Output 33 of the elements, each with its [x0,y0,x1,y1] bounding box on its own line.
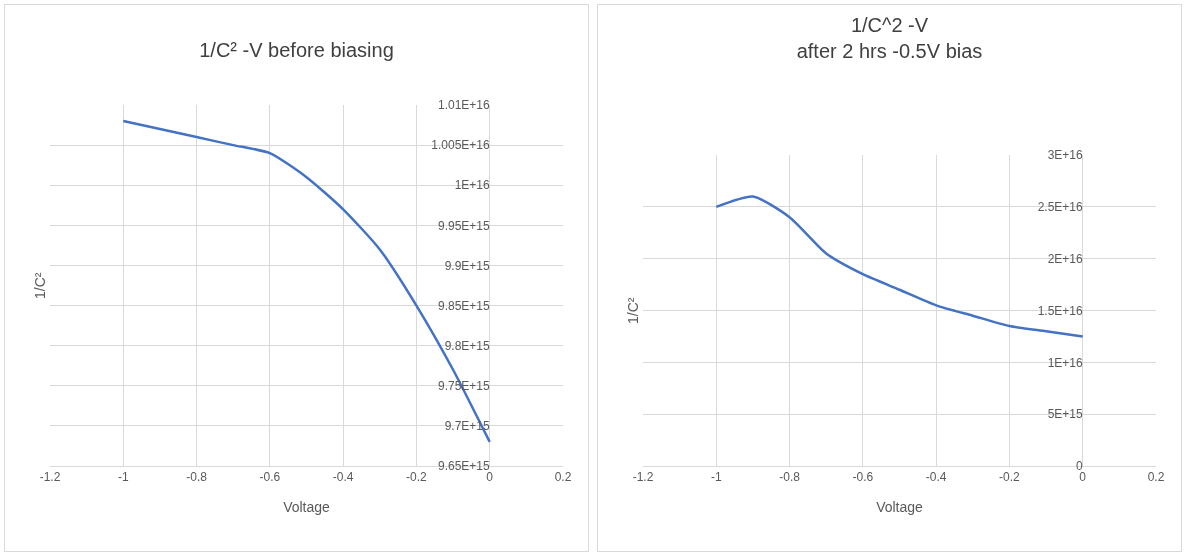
y-tick-label: 9.8E+15 [444,338,491,353]
y-tick-label: 2E+16 [1047,251,1084,266]
chart-title: 1/C² -V before biasing [199,39,394,62]
y-tick-label: 1.01E+16 [438,98,491,113]
x-tick-label: -1 [710,470,722,485]
y-tick-label: 2.5E+16 [1037,200,1084,215]
y-tick-label: 1E+16 [1047,355,1084,370]
y-axis-title: 1/C² [624,297,641,324]
y-tick-label: 9.95E+15 [438,218,491,233]
x-tick-label: 0.2 [1147,470,1165,485]
y-tick-label: 1E+16 [454,178,491,193]
x-tick-label: -1 [117,470,129,485]
x-axis-title: Voltage [876,498,924,515]
chart-title: 1/C^2 -V after 2 hrs -0.5V bias [796,14,983,63]
y-tick-label: 5E+15 [1047,407,1084,422]
x-tick-label: -0.8 [779,470,801,485]
y-tick-label: 1.5E+16 [1037,303,1084,318]
x-tick-label: -1.2 [632,470,654,485]
x-tick-label: -1.2 [39,470,61,485]
x-tick-label: -0.6 [852,470,874,485]
x-tick-label: -0.4 [925,470,947,485]
y-axis-title: 1/C² [31,272,48,299]
x-tick-label: -0.8 [186,470,208,485]
x-tick-label: -0.2 [406,470,428,485]
y-tick-label: 9.85E+15 [438,298,491,313]
y-tick-label: 9.9E+15 [444,258,491,273]
x-axis-title: Voltage [283,498,331,515]
x-tick-label: -0.6 [259,470,281,485]
y-tick-label: 3E+16 [1047,148,1084,163]
x-tick-label: 0.2 [554,470,572,485]
y-tick-label: 1.005E+16 [431,138,491,153]
x-tick-label: -0.4 [332,470,354,485]
x-tick-label: -0.2 [999,470,1021,485]
